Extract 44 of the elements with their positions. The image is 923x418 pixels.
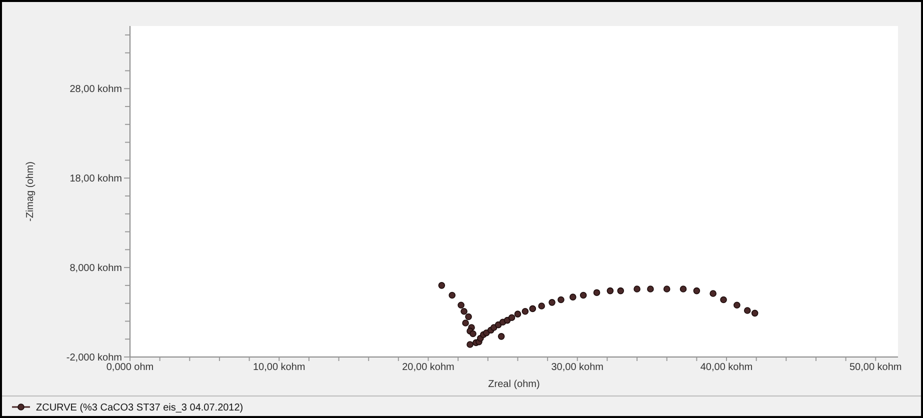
- point: [558, 296, 564, 304]
- point: [529, 305, 536, 312]
- y-axis-title: -Zimag (ohm): [25, 161, 36, 222]
- point: [744, 307, 751, 314]
- x-tick-label: 30,00 kohm: [551, 362, 604, 373]
- point: [538, 302, 545, 310]
- y-tick-label: 18,00 kohm: [70, 174, 122, 185]
- y-tick-label: 8,000 kohm: [70, 263, 122, 274]
- point: [663, 286, 670, 292]
- point: [593, 289, 600, 296]
- y-tick-label: -2,000 kohm: [66, 352, 122, 364]
- point: [462, 320, 469, 326]
- point: [710, 290, 716, 297]
- point: [693, 287, 700, 294]
- x-tick-label: 0,000 ohm: [106, 362, 154, 373]
- point: [570, 294, 576, 300]
- point: [498, 333, 505, 340]
- x-tick-label: 50,00 kohm: [850, 362, 902, 373]
- point: [460, 308, 468, 315]
- point: [514, 310, 522, 318]
- point: [734, 302, 740, 309]
- point: [634, 286, 640, 292]
- x-tick-label: 10,00 kohm: [252, 362, 306, 373]
- point: [470, 330, 476, 338]
- point: [522, 308, 529, 315]
- x-tick-label: 20,00 kohm: [402, 362, 454, 373]
- point: [438, 282, 446, 289]
- point: [548, 299, 556, 306]
- x-axis-title: Zreal (ohm): [488, 379, 540, 390]
- point: [580, 292, 587, 299]
- point: [751, 310, 758, 317]
- point: [448, 292, 456, 299]
- point: [647, 286, 654, 292]
- point: [720, 296, 727, 304]
- point: [606, 287, 614, 294]
- x-tick-label: 40,00 kohm: [700, 362, 753, 373]
- y-tick-label: 28,00 kohm: [70, 84, 122, 96]
- legend-label: ZCURVE (%3 CaCO3 ST37 eis_3 04.07.2012): [36, 402, 244, 414]
- point: [466, 341, 474, 348]
- point: [617, 287, 624, 294]
- point: [508, 314, 516, 322]
- point: [465, 313, 472, 320]
- point: [680, 286, 687, 292]
- point: [458, 302, 464, 309]
